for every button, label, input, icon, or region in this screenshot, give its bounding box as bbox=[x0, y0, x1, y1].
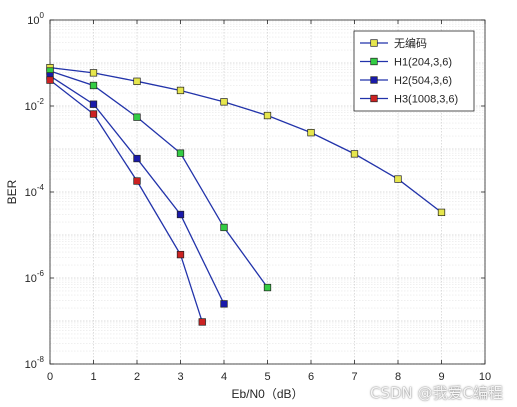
data-point bbox=[394, 175, 402, 183]
y-tick-label: 10-8 bbox=[25, 355, 45, 371]
data-point bbox=[307, 129, 315, 137]
legend-marker bbox=[370, 76, 378, 84]
axis-labels: Eb/N0（dB） BER bbox=[5, 179, 304, 401]
data-point bbox=[437, 208, 446, 217]
data-point bbox=[133, 77, 141, 85]
data-point bbox=[46, 76, 54, 84]
x-tick-label: 7 bbox=[351, 371, 357, 383]
legend-label: H2(504,3,6) bbox=[394, 75, 452, 87]
x-tick-label: 0 bbox=[47, 371, 53, 383]
data-point bbox=[198, 318, 206, 326]
x-tick-label: 5 bbox=[264, 371, 270, 383]
data-point bbox=[176, 86, 185, 95]
series-1 bbox=[46, 67, 272, 292]
legend-marker bbox=[370, 94, 378, 103]
x-tick-label: 8 bbox=[395, 371, 401, 383]
legend-marker bbox=[370, 57, 378, 66]
data-point bbox=[133, 113, 141, 121]
legend-marker bbox=[370, 39, 378, 47]
data-point bbox=[89, 110, 98, 118]
axes-layer: 0 1 2 3 4 5 6 7 8 9 10 100 10-2 10-4 10-6 10-8 bbox=[25, 11, 492, 383]
data-point bbox=[133, 177, 141, 185]
x-axis-label: Eb/N0（dB） bbox=[231, 387, 303, 401]
data-point bbox=[220, 98, 228, 106]
series-3 bbox=[46, 76, 206, 326]
data-point bbox=[220, 300, 228, 308]
data-point bbox=[263, 111, 272, 120]
series-line bbox=[49, 66, 442, 213]
x-tick-label: 4 bbox=[221, 371, 227, 383]
x-tick-label: 9 bbox=[438, 371, 444, 383]
x-tick-label: 1 bbox=[90, 371, 96, 383]
data-point bbox=[350, 150, 359, 158]
chart-legend: 无编码 H1(204,3,6) H2(504,3,6) H3(1008,3,6) bbox=[353, 30, 475, 112]
y-tick-label: 100 bbox=[27, 11, 44, 27]
data-point bbox=[263, 283, 272, 292]
y-tick-label: 10-6 bbox=[25, 269, 45, 285]
data-point bbox=[176, 149, 185, 157]
data-point bbox=[220, 223, 228, 232]
series-layer bbox=[46, 63, 446, 326]
grid-layer bbox=[49, 19, 486, 365]
y-axis-label: BER bbox=[5, 179, 19, 204]
data-point bbox=[89, 69, 98, 77]
y-tick-label: 10-2 bbox=[25, 97, 45, 113]
x-tick-label: 2 bbox=[134, 371, 140, 383]
legend-label: H3(1008,3,6) bbox=[394, 94, 458, 106]
x-tick-label: 6 bbox=[308, 371, 314, 383]
data-point bbox=[89, 100, 98, 108]
data-point bbox=[176, 250, 185, 259]
legend-label: 无编码 bbox=[394, 36, 427, 50]
data-point bbox=[133, 154, 141, 163]
x-tick-label: 3 bbox=[177, 371, 183, 383]
data-point bbox=[176, 210, 185, 219]
data-point bbox=[89, 81, 98, 90]
legend-label: H1(204,3,6) bbox=[394, 57, 452, 69]
watermark: CSDN @我爱C编程 bbox=[369, 384, 503, 402]
y-tick-label: 10-4 bbox=[25, 183, 45, 199]
series-line bbox=[49, 70, 269, 288]
x-tick-label: 10 bbox=[479, 371, 491, 383]
